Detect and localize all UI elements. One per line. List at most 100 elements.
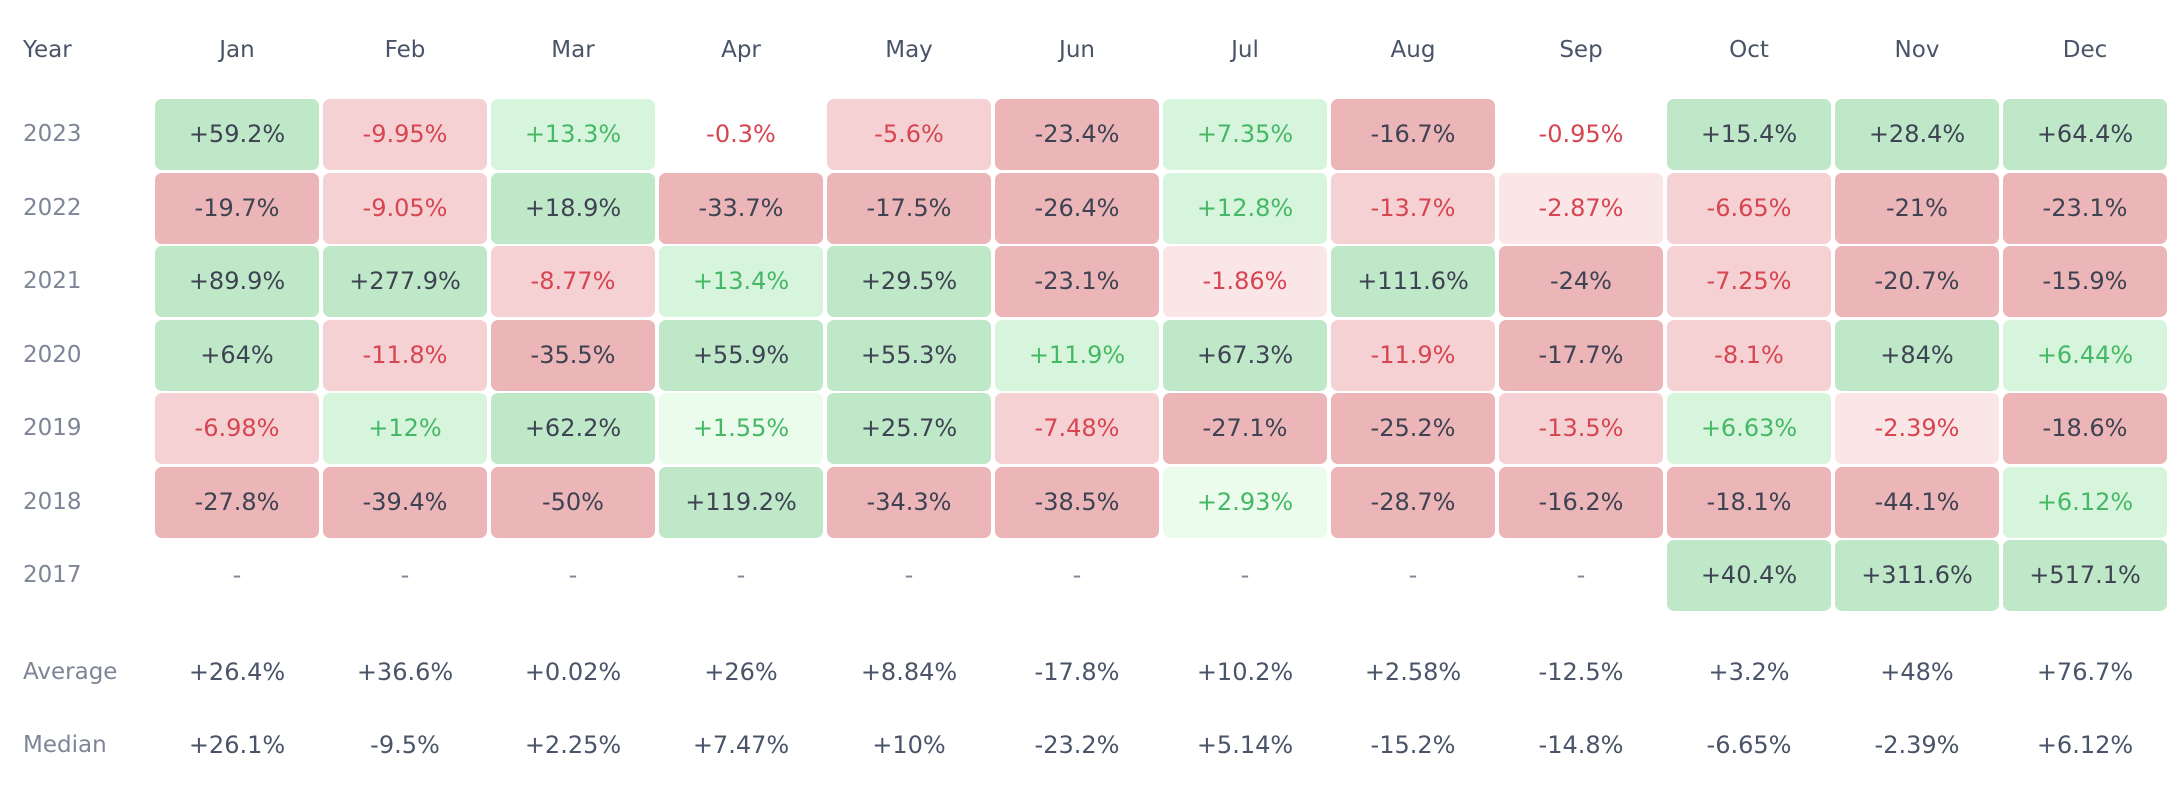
month-header: Jul — [1231, 37, 1259, 63]
heatmap-cell: - — [1072, 561, 1082, 589]
year-header: Year — [23, 37, 72, 63]
heatmap-cell: +55.3% — [827, 319, 991, 391]
month-header: May — [885, 37, 933, 63]
month-header: Dec — [2062, 37, 2108, 63]
heatmap-cell: - — [568, 561, 578, 589]
year-label: 2017 — [23, 562, 82, 588]
month-header: Jan — [219, 37, 255, 63]
heatmap-cell: +18.9% — [491, 172, 655, 244]
heatmap-cell: +89.9% — [155, 246, 319, 317]
heatmap-cell: +13.4% — [659, 246, 823, 317]
average-value: +26.4% — [188, 658, 286, 686]
median-value: +6.12% — [2036, 731, 2134, 759]
heatmap-cell: +6.63% — [1667, 393, 1831, 464]
month-header: Sep — [1559, 37, 1603, 63]
median-value: -23.2% — [1034, 731, 1120, 759]
median-value: +2.25% — [524, 731, 622, 759]
average-label: Average — [23, 659, 118, 685]
heatmap-cell: -8.1% — [1667, 319, 1831, 391]
year-label: 2022 — [23, 194, 82, 221]
month-header: Oct — [1729, 37, 1769, 63]
heatmap-cell: +111.6% — [1331, 246, 1495, 317]
month-header: Nov — [1894, 37, 1940, 63]
median-value: +10% — [872, 731, 946, 759]
heatmap-cell: -39.4% — [323, 466, 487, 538]
heatmap-cell: +28.4% — [1835, 99, 1999, 170]
heatmap-cell: -23.4% — [995, 99, 1159, 170]
heatmap-cell: +59.2% — [155, 99, 319, 170]
heatmap-cell: -0.3% — [706, 120, 776, 148]
heatmap-cell: -34.3% — [827, 466, 991, 538]
heatmap-cell: +1.55% — [659, 393, 823, 464]
heatmap-cell: - — [1240, 561, 1250, 589]
heatmap-cell: -13.7% — [1331, 172, 1495, 244]
average-value: +3.2% — [1708, 658, 1790, 686]
heatmap-cell: - — [736, 561, 746, 589]
year-label: 2023 — [23, 121, 82, 147]
average-value: +48% — [1880, 658, 1954, 686]
heatmap-cell: -27.8% — [155, 466, 319, 538]
heatmap-cell: +40.4% — [1667, 540, 1831, 611]
heatmap-cell: -15.9% — [2003, 246, 2167, 317]
heatmap-cell: -23.1% — [2003, 172, 2167, 244]
average-value: +76.7% — [2036, 658, 2134, 686]
average-value: +2.58% — [1364, 658, 1462, 686]
month-header: Mar — [551, 37, 595, 63]
heatmap-cell: -33.7% — [659, 172, 823, 244]
heatmap-cell: +6.44% — [2003, 319, 2167, 391]
heatmap-cell: - — [1408, 561, 1418, 589]
heatmap-cell: -20.7% — [1835, 246, 1999, 317]
heatmap-cell: -38.5% — [995, 466, 1159, 538]
heatmap-cell: -25.2% — [1331, 393, 1495, 464]
month-header: Feb — [384, 37, 426, 63]
year-label: 2018 — [23, 488, 82, 515]
heatmap-cell: +2.93% — [1163, 466, 1327, 538]
median-value: +7.47% — [692, 731, 790, 759]
heatmap-cell: -7.25% — [1667, 246, 1831, 317]
heatmap-cell: -26.4% — [995, 172, 1159, 244]
heatmap-cell: -18.1% — [1667, 466, 1831, 538]
heatmap-cell: -23.1% — [995, 246, 1159, 317]
heatmap-cell: -16.2% — [1499, 466, 1663, 538]
median-value: +5.14% — [1196, 731, 1294, 759]
year-label: 2020 — [23, 341, 82, 368]
heatmap-cell: +55.9% — [659, 319, 823, 391]
median-value: -6.65% — [1706, 731, 1792, 759]
average-value: +26% — [704, 658, 778, 686]
heatmap-cell: +25.7% — [827, 393, 991, 464]
heatmap-cell: -19.7% — [155, 172, 319, 244]
heatmap-cell: -35.5% — [491, 319, 655, 391]
heatmap-cell: -9.05% — [323, 172, 487, 244]
heatmap-cell: +119.2% — [659, 466, 823, 538]
heatmap-cell: - — [904, 561, 914, 589]
heatmap-cell: +311.6% — [1835, 540, 1999, 611]
median-value: -14.8% — [1538, 731, 1624, 759]
heatmap-cell: +13.3% — [491, 99, 655, 170]
month-header: Aug — [1390, 37, 1436, 63]
median-value: -15.2% — [1370, 731, 1456, 759]
average-value: +10.2% — [1196, 658, 1294, 686]
heatmap-cell: - — [1576, 561, 1586, 589]
average-value: +8.84% — [860, 658, 958, 686]
heatmap-cell: -50% — [491, 466, 655, 538]
heatmap-cell: -11.9% — [1331, 319, 1495, 391]
heatmap-cell: -24% — [1499, 246, 1663, 317]
heatmap-cell: -11.8% — [323, 319, 487, 391]
heatmap-cell: +12.8% — [1163, 172, 1327, 244]
heatmap-cell: -44.1% — [1835, 466, 1999, 538]
heatmap-cell: -1.86% — [1163, 246, 1327, 317]
heatmap-cell: +15.4% — [1667, 99, 1831, 170]
heatmap-cell: -0.95% — [1538, 120, 1624, 148]
heatmap-cell: +11.9% — [995, 319, 1159, 391]
heatmap-cell: -8.77% — [491, 246, 655, 317]
heatmap-cell: -16.7% — [1331, 99, 1495, 170]
heatmap-cell: -21% — [1835, 172, 1999, 244]
heatmap-cell: +67.3% — [1163, 319, 1327, 391]
heatmap-cell: -13.5% — [1499, 393, 1663, 464]
heatmap-cell: -5.6% — [827, 99, 991, 170]
month-header: Jun — [1059, 37, 1095, 63]
average-value: +0.02% — [524, 658, 622, 686]
median-value: +26.1% — [188, 731, 286, 759]
heatmap-cell: +29.5% — [827, 246, 991, 317]
